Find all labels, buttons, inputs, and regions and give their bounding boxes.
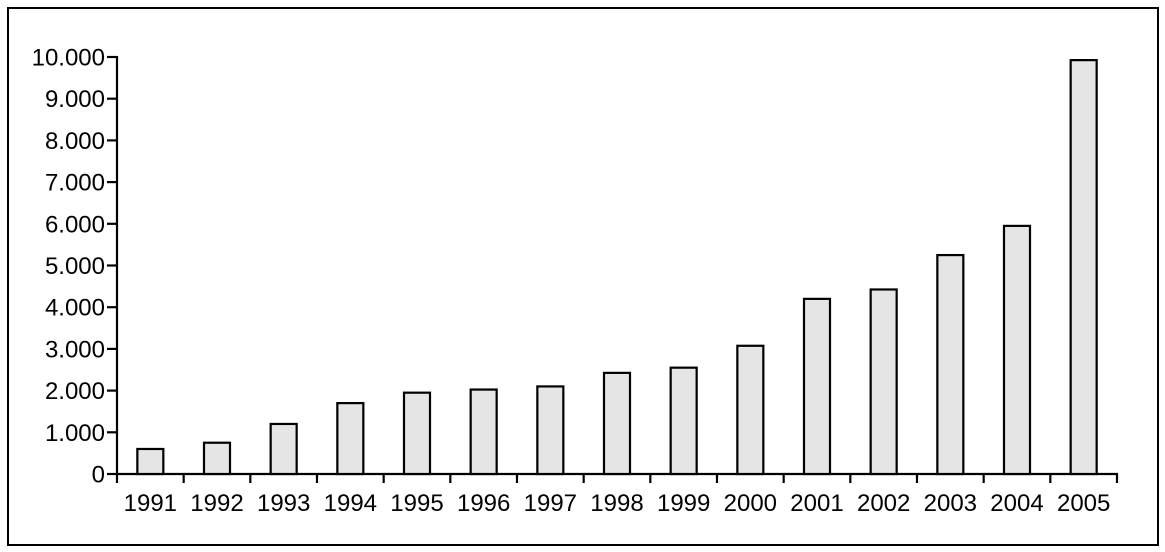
bar-2004 (1002, 224, 1032, 476)
bar-1997 (536, 385, 565, 476)
figure-frame-border (7, 7, 1159, 546)
x-axis-label-2000: 2000 (724, 490, 777, 517)
bar-2001 (802, 297, 832, 476)
bar-1995 (402, 391, 432, 476)
y-tick-label: 9.000 (45, 86, 105, 113)
x-axis-label-2004: 2004 (990, 490, 1043, 517)
x-axis-label-1993: 1993 (257, 490, 310, 517)
x-axis-label-2003: 2003 (924, 490, 977, 517)
x-axis-label-1997: 1997 (524, 490, 577, 517)
x-axis-label-2005: 2005 (1057, 490, 1110, 517)
y-tick-label: 3.000 (45, 336, 105, 363)
bar-2000 (736, 344, 765, 476)
y-tick-label: 4.000 (45, 295, 105, 322)
bar-1996 (469, 388, 498, 476)
x-axis-label-1996: 1996 (457, 490, 510, 517)
bar-1994 (336, 402, 365, 476)
x-axis-label-1994: 1994 (324, 490, 377, 517)
bar-2003 (936, 253, 965, 476)
bar-1993 (269, 422, 298, 476)
bar-1991 (136, 447, 165, 476)
y-tick-label: 2.000 (45, 378, 105, 405)
x-axis-label-1992: 1992 (190, 490, 243, 517)
bar-2005 (1069, 59, 1098, 476)
x-axis-label-2001: 2001 (790, 490, 843, 517)
bar-1998 (602, 371, 632, 476)
bar-1999 (669, 366, 698, 476)
x-axis-label-1999: 1999 (657, 490, 710, 517)
bar-2002 (869, 288, 898, 476)
bar-1992 (202, 441, 232, 476)
y-tick-label: 0 (92, 462, 105, 489)
y-tick-label: 1.000 (45, 420, 105, 447)
y-tick-label: 6.000 (45, 211, 105, 238)
x-axis-label-1995: 1995 (390, 490, 443, 517)
y-tick-label: 8.000 (45, 128, 105, 155)
x-axis-label-2002: 2002 (857, 490, 910, 517)
y-tick-label: 7.000 (45, 170, 105, 197)
x-axis-label-1998: 1998 (590, 490, 643, 517)
y-tick-label: 10.000 (32, 45, 105, 72)
y-tick-label: 5.000 (45, 253, 105, 280)
x-axis-label-1991: 1991 (124, 490, 177, 517)
